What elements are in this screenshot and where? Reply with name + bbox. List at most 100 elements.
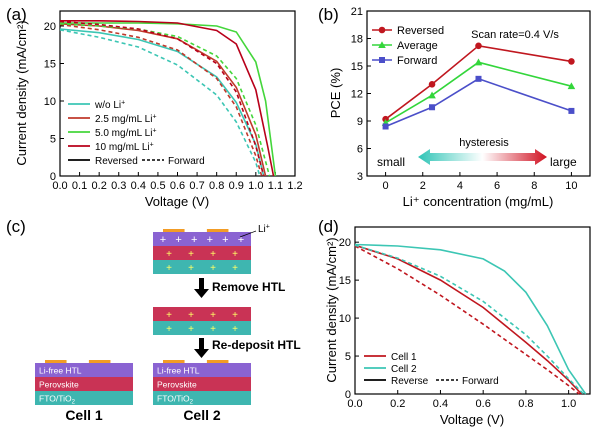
legend-label-a-sup: +	[152, 114, 156, 121]
layer-htl-label: Li-free HTL	[39, 366, 82, 376]
series-line-b-0	[385, 44, 572, 120]
legend-label-b: Forward	[397, 55, 437, 67]
layer-fto	[35, 391, 133, 405]
x-tick-label: 1.0	[248, 180, 263, 192]
legend-label-a-base: 5.0 mg/mL Li	[95, 128, 152, 139]
panel-label-a: (a)	[6, 5, 27, 24]
x-tick-label: 2	[420, 180, 426, 192]
series-line-d-1	[354, 245, 580, 395]
scan-rate-annotation: Scan rate=0.4 V/s	[471, 29, 559, 41]
li-ion-plus: +	[238, 234, 244, 246]
series-line-a-5	[59, 23, 271, 177]
arrow-down-1	[199, 278, 204, 290]
y-tick-label: 15	[339, 275, 351, 287]
legend-label-d: Cell 2	[391, 364, 417, 375]
data-point-forward	[475, 75, 482, 82]
electrode-right	[206, 229, 229, 233]
li-ion-plus: +	[160, 234, 166, 246]
data-point-average	[428, 91, 436, 99]
legend-label-b: Reversed	[397, 25, 444, 37]
li-ion-label: Li+	[258, 224, 270, 236]
y-tick-label: 10	[44, 96, 56, 108]
li-ion-plus: +	[166, 263, 172, 274]
x-tick-label: 0.4	[131, 180, 146, 192]
x-tick-label: 0.2	[92, 180, 107, 192]
series-line-b-1	[385, 61, 572, 124]
legend-label-a-base: 2.5 mg/mL Li	[95, 114, 152, 125]
li-ion-plus: +	[188, 263, 194, 274]
stack-cell2: Li-free HTL Perovskite FTO/TiO2	[153, 360, 251, 406]
x-tick-label: 1.2	[287, 180, 302, 192]
electrode-left	[163, 229, 185, 233]
electrode-right	[88, 360, 111, 364]
x-tick-label: 0.2	[390, 398, 405, 410]
legend-label-reverse: Reverse	[391, 376, 429, 387]
x-tick-label: 6	[494, 180, 500, 192]
x-tick-label: 0.0	[52, 180, 67, 192]
y-axis-label-a: Current density (mA/cm²)	[14, 20, 29, 165]
data-point-forward	[382, 123, 389, 130]
li-ion-label-sup: +	[266, 224, 270, 231]
layer-fto-sub: 2	[190, 400, 194, 406]
li-ion-plus: +	[210, 263, 216, 274]
y-tick-label: 0	[345, 389, 351, 401]
legend-label-reversed: Reversed	[95, 156, 138, 167]
x-tick-label: 10	[565, 180, 577, 192]
y-tick-label: 20	[44, 21, 56, 33]
cell1-caption: Cell 1	[65, 407, 103, 423]
li-ion-plus: +	[232, 310, 238, 321]
y-tick-label: 15	[44, 59, 56, 71]
li-ion-plus: +	[210, 249, 216, 260]
data-point-reversed	[568, 58, 575, 65]
legend-label-forward: Forward	[168, 156, 205, 167]
step-remove-htl: Remove HTL	[212, 280, 285, 294]
layer-perovskite	[153, 246, 251, 260]
cell2-caption: Cell 2	[183, 407, 221, 423]
x-tick-label: 0	[383, 180, 389, 192]
legend-label-a: 2.5 mg/mL Li+	[95, 114, 157, 126]
li-ion-plus: +	[166, 249, 172, 260]
series-line-a-1	[59, 29, 261, 177]
y-tick-label: 15	[351, 61, 363, 73]
y-tick-label: 21	[351, 6, 363, 18]
x-tick-label: 0.4	[433, 398, 448, 410]
layer-fto-label: FTO/TiO2	[39, 394, 76, 406]
y-tick-label: 0	[50, 171, 56, 183]
step-redeposit-htl: Re-deposit HTL	[212, 338, 301, 352]
legend-label-a: w/o Li+	[94, 100, 125, 112]
y-axis-label-d: Current density (mA/cm²)	[324, 237, 339, 382]
hysteresis-small: small	[377, 155, 405, 169]
x-tick-label: 0.7	[189, 180, 204, 192]
stack-initial: + + + + + ++ + + ++ + + +	[153, 229, 251, 274]
li-ion-plus: +	[232, 249, 238, 260]
y-tick-label: 10	[339, 313, 351, 325]
li-ion-plus: +	[166, 324, 172, 335]
x-tick-label: 1.1	[268, 180, 283, 192]
electrode-right	[206, 360, 229, 364]
legend-label-forward-d: Forward	[462, 376, 499, 387]
layer-htl	[153, 232, 251, 246]
data-point-average	[567, 82, 576, 90]
y-axis-label-b: PCE (%)	[328, 68, 343, 119]
data-point-average	[474, 58, 483, 66]
li-ion-plus: +	[222, 234, 228, 246]
legend-label-a-base: w/o Li	[94, 100, 121, 111]
panel-label-d: (d)	[318, 217, 339, 236]
x-tick-label: 0.0	[347, 398, 362, 410]
li-ion-plus: +	[210, 310, 216, 321]
layer-htl-label: Li-free HTL	[157, 366, 200, 376]
series-line-a-4	[60, 22, 277, 177]
x-axis-label-b: Li⁺ concentration (mg/mL)	[403, 194, 554, 209]
li-ion-plus: +	[166, 310, 172, 321]
series-line-a-6	[60, 20, 275, 177]
electrode-left	[45, 360, 67, 364]
li-ion-pointer	[239, 230, 257, 238]
hysteresis-large: large	[550, 155, 577, 169]
li-ion-plus: +	[232, 263, 238, 274]
li-ion-plus: +	[232, 324, 238, 335]
series-line-b-2	[385, 77, 572, 128]
legend-marker-b	[378, 26, 386, 34]
series-line-d-0	[354, 244, 583, 395]
series-line-a-3	[59, 23, 263, 177]
data-point-reversed	[475, 42, 482, 50]
